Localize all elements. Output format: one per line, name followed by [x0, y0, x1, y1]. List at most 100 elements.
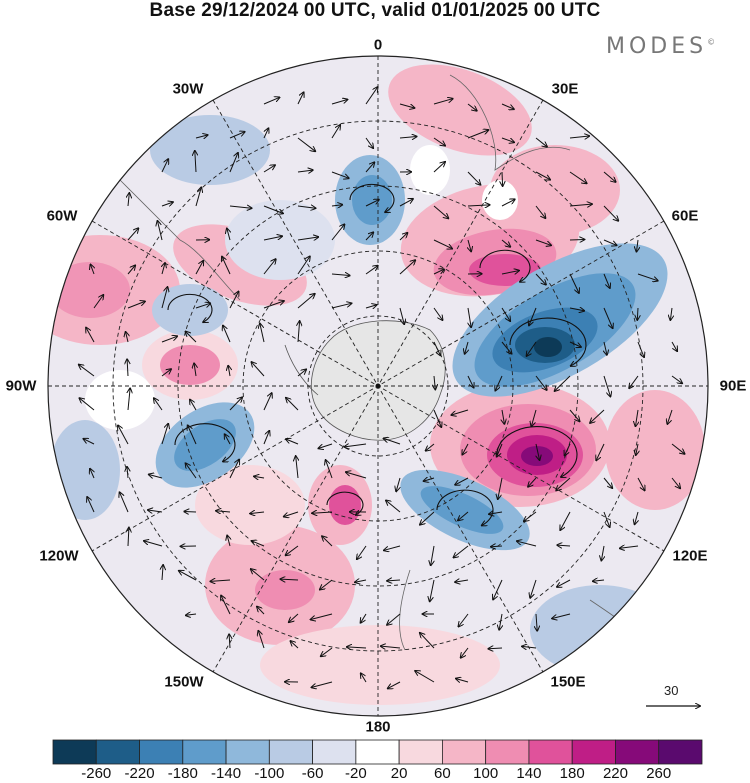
wind-vector: [569, 136, 589, 138]
wind-vector: [636, 443, 638, 455]
wind-vector: [263, 236, 282, 241]
wind-vector: [126, 332, 128, 343]
wind-vector: [149, 475, 163, 479]
colorbar-tick-label: -260: [81, 765, 112, 782]
wind-vector: [498, 477, 503, 499]
wind-vector: [415, 671, 435, 683]
colorbar-tick-label: 180: [559, 765, 585, 782]
map-boundary: [47, 55, 709, 717]
wind-vector: [229, 132, 245, 139]
wind-vector: [493, 579, 503, 599]
wind-vector: [195, 151, 196, 173]
wind-vector: [127, 359, 128, 377]
wind-vector: [381, 646, 401, 648]
wind-vector: [263, 97, 279, 105]
wind-vector: [263, 165, 275, 173]
wind-vector: [620, 546, 639, 548]
wind-vector: [430, 579, 435, 601]
wind-vector: [154, 398, 163, 411]
wind-vector: [433, 269, 444, 275]
wind-vector: [229, 153, 238, 173]
wind-vector: [637, 307, 638, 320]
wind-vector: [365, 87, 378, 105]
wind-vector: [365, 266, 378, 275]
colorbar-tick-label: 100: [473, 765, 499, 782]
wind-vector: [161, 202, 173, 206]
wind-vector: [465, 341, 468, 354]
wind-vector: [297, 206, 316, 208]
wind-vector: [501, 199, 515, 207]
wind-vector: [467, 171, 480, 185]
colorbar-tick-label: -220: [124, 765, 155, 782]
wind-vector: [386, 501, 401, 513]
wind-vector: [455, 580, 469, 582]
wind-vector: [467, 375, 474, 388]
reference-vector-value: 30: [664, 683, 679, 698]
wind-vector: [399, 307, 404, 324]
wind-vector: [420, 511, 435, 525]
wind-vector: [297, 294, 315, 309]
wind-vector: [431, 545, 434, 565]
wind-vector: [297, 137, 315, 151]
circulation-swirl: [174, 423, 236, 462]
wind-vector: [501, 239, 510, 247]
wind-vector: [90, 469, 94, 479]
pole-dot-icon: [375, 383, 381, 389]
wind-vector: [502, 409, 504, 424]
wind-vector: [346, 472, 367, 479]
wind-vector: [186, 614, 197, 615]
wind-vector: [86, 328, 95, 343]
wind-vector: [186, 332, 197, 343]
wind-vector: [148, 510, 163, 512]
wind-vector: [433, 162, 445, 173]
wind-vector: [251, 569, 265, 581]
wind-vector: [399, 233, 407, 241]
wind-vector: [229, 460, 239, 479]
wind-vector: [603, 511, 610, 527]
wind-vector: [254, 476, 265, 478]
wind-vector: [459, 613, 469, 627]
wind-vector: [365, 200, 379, 207]
wind-vector: [312, 512, 333, 513]
label-60e: 60E: [671, 207, 699, 225]
wind-vector: [260, 324, 265, 343]
label-30w: 30W: [172, 80, 204, 98]
wind-vector: [263, 301, 284, 309]
wind-vector: [311, 613, 333, 620]
wind-vector: [297, 370, 306, 377]
wind-vector: [365, 232, 373, 241]
wind-vector: [384, 438, 401, 445]
wind-vector: [229, 397, 242, 411]
label-120w: 120W: [39, 547, 79, 565]
wind-vector: [284, 511, 299, 517]
wind-vector: [320, 579, 333, 590]
wind-vector: [456, 679, 469, 682]
wind-vector: [158, 221, 163, 241]
wind-vector: [91, 265, 95, 275]
wind-vector: [433, 409, 441, 427]
wind-vector: [524, 511, 537, 521]
wind-vector: [184, 512, 197, 513]
wind-vector: [637, 273, 658, 281]
wind-vector: [312, 681, 333, 687]
wind-vector: [365, 305, 377, 308]
wind-vector: [501, 137, 514, 142]
wind-vector: [535, 239, 551, 245]
wind-vector: [502, 171, 503, 186]
wind-vector: [399, 199, 413, 207]
wind-vector: [399, 137, 417, 139]
wind-vector: [517, 541, 537, 547]
wind-vector: [79, 365, 95, 377]
wind-vector: [361, 673, 367, 683]
wind-vector: [326, 460, 333, 479]
colorbar-tick-label: -180: [167, 765, 198, 782]
wind-vector: [321, 647, 333, 656]
wind-vector: [365, 137, 373, 148]
wind-vector: [637, 341, 644, 357]
wind-vector: [127, 467, 128, 479]
wind-vector: [286, 398, 299, 411]
anomaly-field: [48, 56, 708, 716]
colorbar-tick-label: -100: [254, 765, 285, 782]
wind-vector: [569, 273, 579, 293]
wind-vector: [84, 439, 95, 445]
